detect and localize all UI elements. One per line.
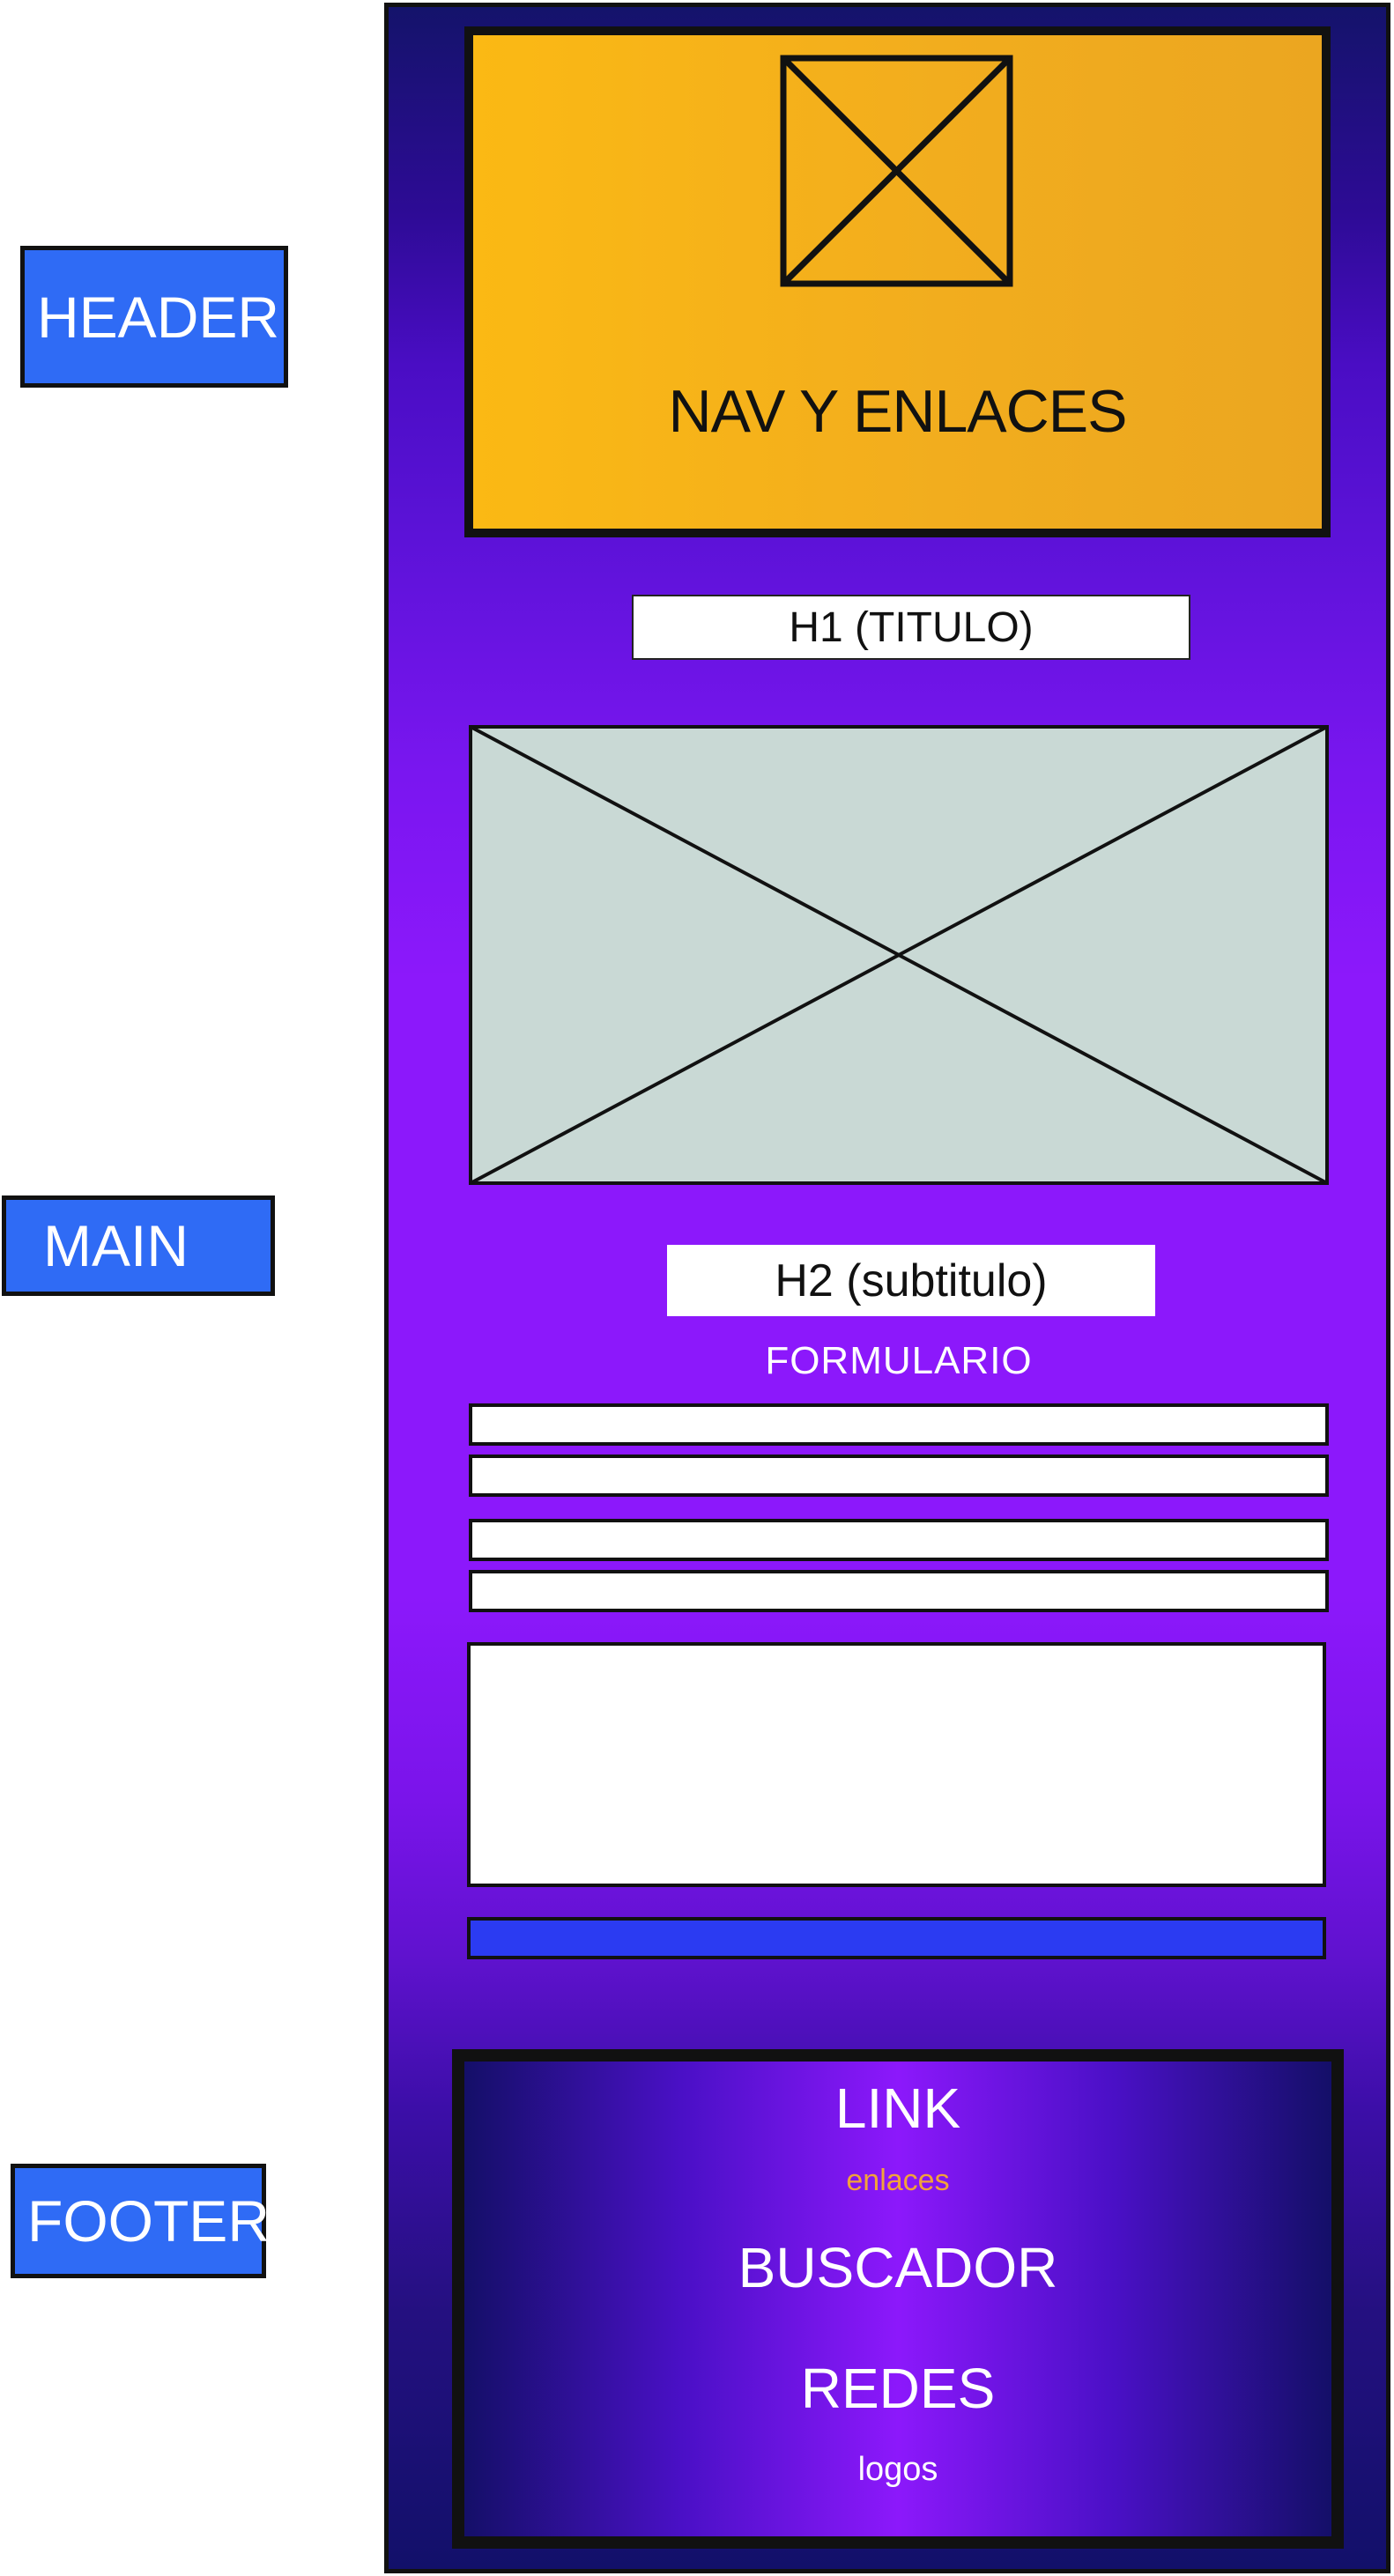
main-label-text: MAIN bbox=[43, 1213, 189, 1278]
footer-logos-text: logos bbox=[857, 2451, 938, 2488]
form-submit-button[interactable] bbox=[467, 1917, 1326, 1959]
main-label: MAIN bbox=[2, 1195, 275, 1296]
form-input-field[interactable] bbox=[469, 1455, 1329, 1497]
footer-section bbox=[452, 2049, 1344, 2549]
image-placeholder-icon bbox=[780, 55, 1013, 287]
header-label: HEADER bbox=[20, 246, 288, 388]
footer-redes-text: REDES bbox=[800, 2357, 996, 2420]
footer-link-text: LINK bbox=[834, 2076, 961, 2140]
form-input-field[interactable] bbox=[469, 1519, 1329, 1561]
h1-title-placeholder: H1 (TITULO) bbox=[632, 595, 1190, 660]
form-title: FORMULARIO bbox=[765, 1339, 1033, 1382]
form-input-field[interactable] bbox=[469, 1570, 1329, 1612]
form-input-field[interactable] bbox=[469, 1403, 1329, 1446]
h1-title-text: H1 (TITULO) bbox=[789, 603, 1034, 651]
footer-label: FOOTER bbox=[11, 2164, 270, 2278]
hero-image-placeholder bbox=[469, 725, 1329, 1185]
footer-label-text: FOOTER bbox=[27, 2188, 270, 2254]
footer-enlaces-text: enlaces bbox=[846, 2164, 950, 2197]
form-textarea[interactable] bbox=[467, 1642, 1326, 1887]
header-label-text: HEADER bbox=[37, 284, 280, 350]
nav-links-placeholder: NAV Y ENLACES bbox=[668, 378, 1128, 445]
h2-subtitle-text: H2 (subtitulo) bbox=[775, 1255, 1048, 1307]
h2-subtitle-placeholder: H2 (subtitulo) bbox=[667, 1245, 1155, 1316]
footer-buscador-text: BUSCADOR bbox=[738, 2236, 1058, 2299]
